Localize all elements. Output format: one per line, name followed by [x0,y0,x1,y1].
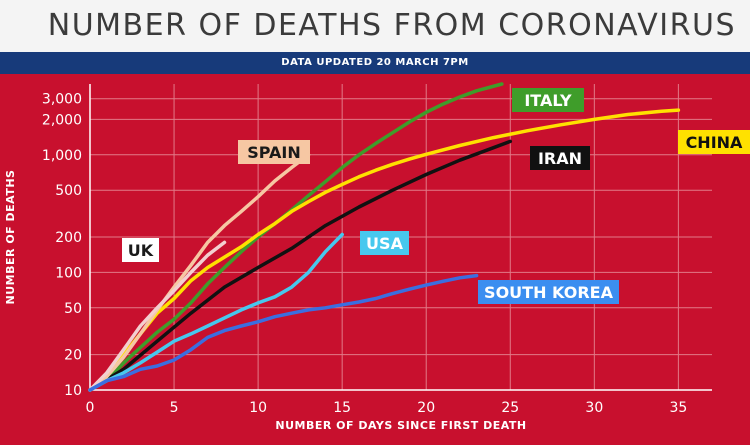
x-tick-label: 0 [86,400,95,416]
series-label-box [678,130,750,154]
series-label-south-korea: SOUTH KOREA [478,280,619,304]
series-label-box [360,231,409,255]
series-line-usa [88,232,344,392]
series-label-box [238,140,310,164]
y-tick-label: 3,000 [42,92,82,108]
y-tick-label: 200 [55,230,82,246]
series-label-uk: UK [122,238,159,262]
y-tick-label: 2,000 [42,112,82,128]
series-label-china: CHINA [678,130,750,154]
series-label-usa: USA [360,231,409,255]
series-line-south-korea [88,273,479,392]
y-axis-title: NUMBER OF DEATHS [4,170,17,305]
series-label-text: USA [366,234,404,253]
y-tick-label: 10 [64,383,82,399]
chart-subtitle: DATA UPDATED 20 MARCH 7PM [0,52,750,74]
series-label-text: UK [128,241,154,260]
series-label-box [512,88,584,112]
series-label-italy: ITALY [512,88,584,112]
series-line-spain [88,153,311,392]
series-label-box [478,280,619,304]
series-label-text: ITALY [524,91,572,110]
x-axis-title: NUMBER OF DAYS SINCE FIRST DEATH [275,419,526,432]
x-tick-label: 10 [249,400,267,416]
series-label-text: CHINA [686,133,743,152]
series-line-china [88,108,681,392]
x-tick-label: 5 [170,400,179,416]
y-tick-label: 20 [64,348,82,364]
y-tick-label: 1,000 [42,148,82,164]
x-tick-label: 35 [669,400,687,416]
y-tick-label: 100 [55,265,82,281]
series-layer [88,82,681,392]
series-label-box [122,238,159,262]
x-tick-label: 15 [333,400,351,416]
series-label-spain: SPAIN [238,140,310,164]
series-line-iran [88,139,513,392]
chart-plot: 0 5 10 15 20 25 30 35 10 20 50 100 200 500 1,000 2,000 3… [0,74,750,445]
series-label-text: IRAN [538,149,582,168]
series-label-text: SPAIN [247,143,301,162]
x-tick-label: 25 [501,400,519,416]
series-label-iran: IRAN [530,146,590,170]
series-label-box [530,146,590,170]
series-line-uk [88,240,227,392]
axis-layer: 0 5 10 15 20 25 30 35 10 20 50 100 200 500 1,000 2,000 3… [42,84,712,416]
series-label-text: SOUTH KOREA [484,283,614,302]
y-tick-label: 50 [64,301,82,317]
y-tick-label: 500 [55,183,82,199]
series-label-layer: ITALY CHINA IRAN SPAIN UK USA SOUTH KOREA [122,88,750,304]
x-tick-label: 20 [417,400,435,416]
chart-title: NUMBER OF DEATHS FROM CORONAVIRUS [0,0,750,52]
x-tick-label: 30 [585,400,603,416]
